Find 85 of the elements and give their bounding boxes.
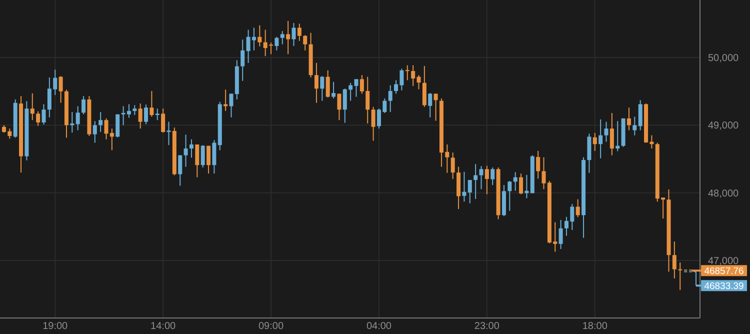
candlestick [610,112,614,156]
candlestick [280,30,284,45]
candlestick [314,62,318,104]
candlestick [468,179,472,204]
candlestick [337,93,342,121]
ref-line-label: 46833.39 [704,280,744,292]
candlestick [422,65,426,108]
candlestick [36,110,40,126]
x-tick-label: 14:00 [150,321,176,332]
candlestick [297,23,302,42]
candlestick [416,74,421,90]
candlestick [405,64,410,81]
candlestick [434,93,438,122]
candlestick [76,106,80,131]
candlestick [30,92,34,121]
x-tick-label: 18:00 [582,321,608,332]
x-tick-label: 19:00 [42,321,68,332]
candlestick [450,152,455,180]
candlestick [224,89,228,112]
candlestick [150,90,154,118]
candlestick [144,104,148,125]
y-tick-label: 50,000 [708,53,740,64]
candlestick [616,120,620,152]
candlestick [604,121,608,142]
candlestick [672,241,676,279]
candlestick [508,180,512,212]
candlestick [303,34,308,51]
candlestick [484,165,489,195]
candlestick [274,36,279,51]
candlestick [587,133,592,174]
candlestick [138,103,142,130]
y-tick-label: 47,000 [708,256,740,267]
candlestick [626,107,631,131]
candlestick [348,82,353,102]
ref-line-label: 46857.76 [704,266,744,277]
candlestick [166,121,171,146]
candlestick [200,144,205,168]
candlestick [240,39,245,82]
x-tick-label: 09:00 [258,321,284,332]
y-tick-label: 48,000 [708,188,740,200]
x-tick-label: 04:00 [366,321,392,332]
candlestick [184,134,188,168]
candlestick [513,172,518,192]
candlestick [474,164,478,200]
candlestick [519,173,524,195]
candlestick [58,76,63,104]
candlestick [632,116,637,136]
candlestick [258,24,262,47]
candlestick [155,108,160,121]
candlestick [42,104,46,125]
candlestick [388,84,392,112]
candlestick [189,138,194,158]
candlestick [371,106,376,142]
candlestick [332,81,336,99]
candlestick [462,171,466,202]
candlestick [490,166,495,186]
candlestick [286,20,290,55]
candlestick [536,150,540,180]
candlestick [592,132,597,152]
candlestick [132,104,137,116]
candlestick [576,198,580,218]
candlestick [354,78,358,98]
candlestick [411,64,416,86]
candlestick [212,140,216,174]
y-tick-label: 49,000 [708,120,740,132]
candlestick [638,100,642,131]
candlestick [342,88,347,124]
candlestick [326,70,330,98]
candlestick [292,22,296,47]
candlestick [558,219,563,250]
candlestick [206,145,211,174]
candlestick [428,92,432,118]
candlestick [456,166,461,210]
x-tick-label: 23:00 [474,321,500,332]
candlestick [598,118,603,159]
candlestick [479,166,484,190]
candlestick [195,144,200,178]
candlestick [320,76,324,102]
candlestick [178,154,182,186]
candlestick [92,120,97,144]
candlestick [116,114,120,138]
candlestick [161,108,166,134]
candlestick [82,96,86,115]
candlestick [678,262,682,290]
candlestick [98,111,103,132]
